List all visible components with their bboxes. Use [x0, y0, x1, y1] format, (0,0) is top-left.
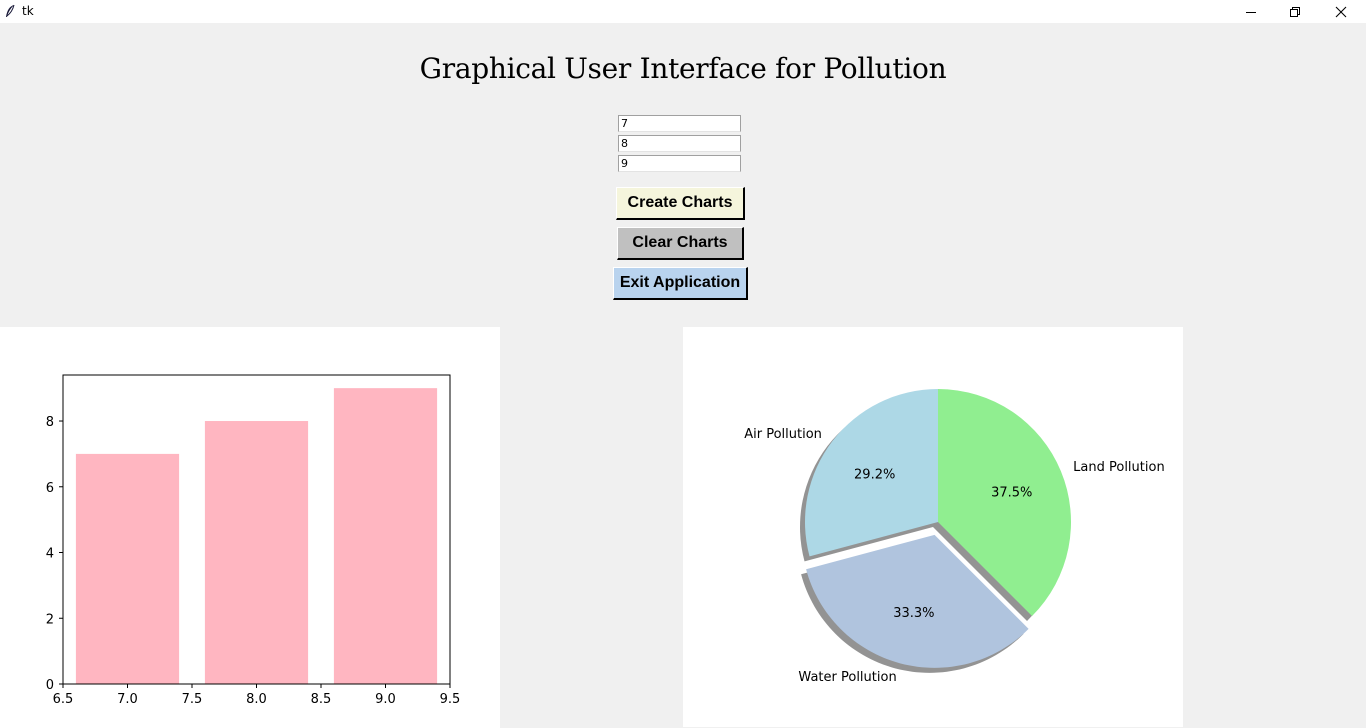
- y-tick-label: 4: [46, 547, 54, 562]
- x-tick-label: 8.5: [311, 692, 332, 707]
- x-tick-label: 7.5: [182, 692, 203, 707]
- water-pollution-input[interactable]: [618, 135, 741, 152]
- pie-chart: 29.2% Air Pollution 33.3% Water Pollution 37…: [744, 389, 1165, 685]
- x-tick-label: 6.5: [53, 692, 74, 707]
- pie-chart-canvas: 29.2% Air Pollution 33.3% Water Pollution 37…: [683, 327, 1183, 727]
- y-tick-label: 6: [46, 481, 54, 496]
- pie-slice-1: [806, 534, 1029, 668]
- create-charts-button[interactable]: Create Charts: [616, 187, 745, 220]
- pie-slice-2: [938, 389, 1071, 617]
- close-button[interactable]: [1318, 0, 1364, 23]
- minimize-button[interactable]: [1228, 0, 1274, 23]
- pie-percent-label: 33.3%: [893, 606, 934, 621]
- pie-category-label: Air Pollution: [744, 427, 822, 442]
- close-icon: [1335, 6, 1347, 17]
- bar-2: [333, 388, 438, 684]
- bar-chart-canvas: 6.5 7.0 7.5 8.0 8.5 9.0 9.5 0 2 4 6 8: [0, 327, 500, 728]
- y-tick-label: 0: [46, 678, 54, 693]
- x-tick-label: 9.0: [375, 692, 396, 707]
- air-pollution-input[interactable]: [618, 115, 741, 132]
- bar-0: [75, 453, 180, 684]
- maximize-button[interactable]: [1272, 0, 1318, 23]
- clear-charts-button[interactable]: Clear Charts: [617, 227, 744, 260]
- window-title: tk: [22, 4, 34, 18]
- pie-slice-0: [805, 389, 938, 557]
- y-tick-label: 8: [46, 415, 54, 430]
- exit-application-button[interactable]: Exit Application: [613, 267, 748, 300]
- pie-percent-label: 29.2%: [854, 467, 895, 482]
- bar-1: [204, 421, 309, 684]
- land-pollution-input[interactable]: [618, 155, 741, 172]
- pie-category-label: Land Pollution: [1073, 460, 1165, 475]
- x-tick-label: 7.0: [117, 692, 138, 707]
- pie-category-label: Water Pollution: [798, 670, 896, 685]
- x-tick-label: 9.5: [440, 692, 461, 707]
- feather-icon: [6, 4, 15, 17]
- minimize-icon: [1246, 11, 1256, 13]
- y-tick-label: 2: [46, 612, 54, 627]
- pie-percent-label: 37.5%: [991, 485, 1032, 500]
- maximize-icon: [1290, 6, 1300, 17]
- window-titlebar: tk: [0, 0, 1366, 23]
- bar-chart: 6.5 7.0 7.5 8.0 8.5 9.0 9.5 0 2 4 6 8: [46, 374, 461, 707]
- page-title: Graphical User Interface for Pollution: [419, 52, 947, 85]
- x-tick-label: 8.0: [246, 692, 267, 707]
